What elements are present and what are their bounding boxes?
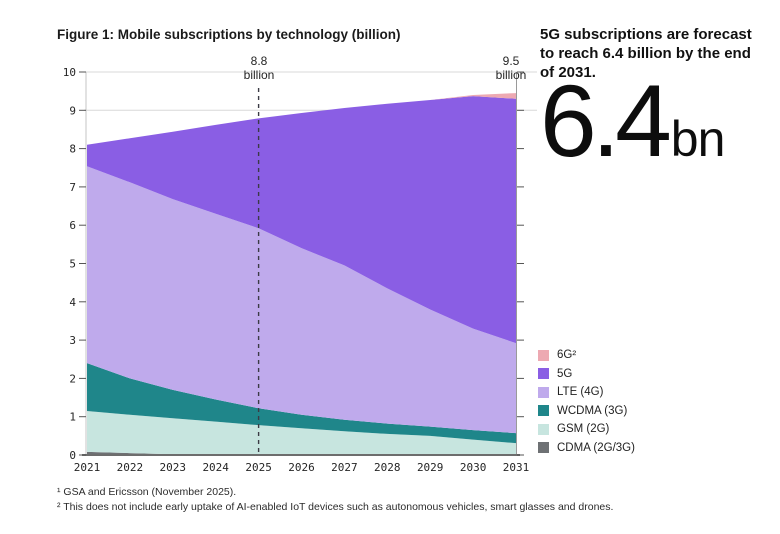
- x-tick-label: 2028: [374, 461, 401, 474]
- y-tick-label: 5: [69, 258, 76, 271]
- legend-item-wcdma-3g: WCDMA (3G): [538, 405, 635, 417]
- chart-legend: 6G² 5G LTE (4G) WCDMA (3G) GSM (2G) CDMA…: [538, 349, 635, 454]
- x-tick-label: 2027: [331, 461, 358, 474]
- legend-item-lte-4g: LTE (4G): [538, 386, 635, 398]
- big-number: 6.4 bn: [540, 64, 726, 178]
- y-tick-label: 9: [69, 104, 76, 117]
- legend-label-lte-4g: LTE (4G): [557, 386, 604, 398]
- x-tick-label: 2023: [160, 461, 187, 474]
- legend-swatch-cdma-2g-3g: [538, 442, 549, 453]
- legend-swatch-wcdma-3g: [538, 405, 549, 416]
- x-tick-label: 2031: [503, 461, 530, 474]
- legend-item-cdma-2g-3g: CDMA (2G/3G): [538, 442, 635, 454]
- annotation-2031-unit: billion: [495, 68, 527, 82]
- y-tick-label: 4: [69, 296, 76, 309]
- annotation-2031-total: 9.5 billion: [487, 54, 535, 82]
- legend-label-wcdma-3g: WCDMA (3G): [557, 404, 628, 417]
- annotation-2031-value: 9.5: [502, 54, 520, 68]
- y-tick-label: 8: [69, 143, 76, 156]
- y-tick-label: 1: [69, 411, 76, 424]
- area-gsm-2g-: [87, 410, 516, 455]
- x-tick-label: 2030: [460, 461, 487, 474]
- legend-label-5g: 5G: [557, 367, 573, 380]
- x-tick-label: 2029: [417, 461, 444, 474]
- legend-swatch-lte-4g: [538, 386, 549, 398]
- area-5g: [87, 96, 516, 344]
- y-tick-label: 7: [69, 181, 76, 194]
- x-tick-label: 2022: [117, 461, 144, 474]
- legend-swatch-gsm-2g: [538, 423, 549, 435]
- legend-item-gsm-2g: GSM (2G): [538, 423, 635, 435]
- y-tick-label: 0: [69, 449, 76, 462]
- y-tick-label: 10: [63, 66, 76, 79]
- annotation-2025-value: 8.8: [250, 54, 268, 68]
- legend-swatch-6g: [538, 349, 549, 361]
- x-tick-label: 2026: [288, 461, 315, 474]
- legend-item-6g: 6G²: [538, 349, 635, 361]
- x-tick-label: 2025: [245, 461, 272, 474]
- area-lte-4g-: [87, 166, 516, 434]
- footnote-2: ² This does not include early uptake of …: [57, 501, 614, 513]
- area-wcdma-3g-: [87, 363, 516, 444]
- figure-title: Figure 1: Mobile subscriptions by techno…: [57, 27, 401, 42]
- y-tick-label: 2: [69, 372, 76, 385]
- footnote-1: ¹ GSA and Ericsson (November 2025).: [57, 486, 237, 498]
- x-tick-label: 2021: [74, 461, 101, 474]
- legend-label-cdma-2g-3g: CDMA (2G/3G): [557, 441, 635, 454]
- big-number-unit: bn: [670, 111, 726, 167]
- y-tick-label: 3: [69, 334, 76, 347]
- legend-item-5g: 5G: [538, 368, 635, 380]
- annotation-2025-unit: billion: [243, 68, 275, 82]
- x-tick-label: 2024: [202, 461, 229, 474]
- legend-label-6g: 6G²: [557, 349, 577, 361]
- callout-heading: 5G subscriptions are forecast to reach 6…: [540, 26, 752, 81]
- y-tick-label: 6: [69, 219, 76, 232]
- annotation-2025-total: 8.8 billion: [235, 54, 283, 82]
- big-number-value: 6.4: [540, 64, 672, 178]
- legend-swatch-5g: [538, 368, 549, 379]
- legend-label-gsm-2g: GSM (2G): [557, 423, 610, 435]
